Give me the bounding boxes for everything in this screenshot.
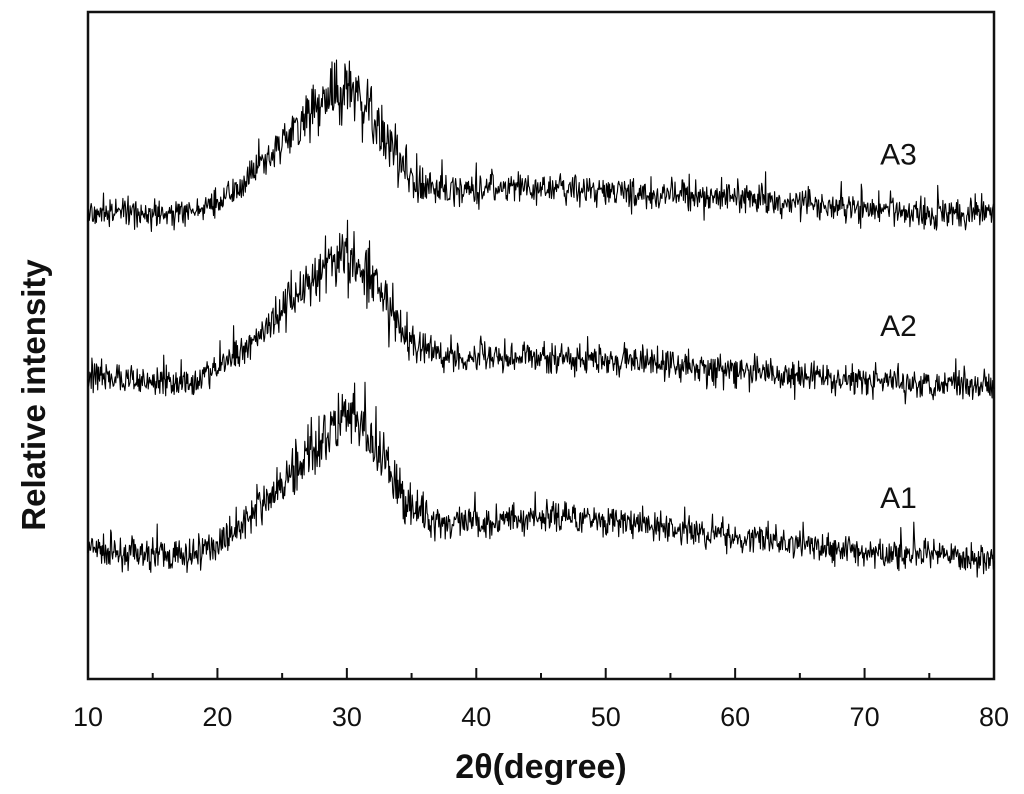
- y-axis-title: Relative intensity: [15, 259, 52, 531]
- series-layer: [87, 59, 995, 578]
- x-tick-label: 60: [720, 702, 750, 732]
- series-label-a2: A2: [880, 310, 917, 343]
- x-tick-label: 10: [73, 702, 103, 732]
- x-tick-label: 50: [591, 702, 621, 732]
- x-tick-label: 80: [979, 702, 1009, 732]
- x-tick-label: 30: [332, 702, 362, 732]
- plot-frame: [86, 10, 996, 681]
- x-tick-label: 70: [850, 702, 880, 732]
- x-axis-ticks: 10 20 30 40 50 60 70 80: [73, 668, 1009, 732]
- series-label-a1: A1: [880, 482, 917, 515]
- x-tick-label: 20: [202, 702, 232, 732]
- series-line-a3: [87, 59, 995, 233]
- series-label-a3: A3: [880, 139, 917, 172]
- series-line-a2: [87, 219, 995, 405]
- x-tick-label: 40: [461, 702, 491, 732]
- series-line-a1: [87, 381, 995, 578]
- x-axis-title: 2θ(degree): [455, 748, 626, 786]
- series-labels: A1 A2 A3: [880, 139, 917, 516]
